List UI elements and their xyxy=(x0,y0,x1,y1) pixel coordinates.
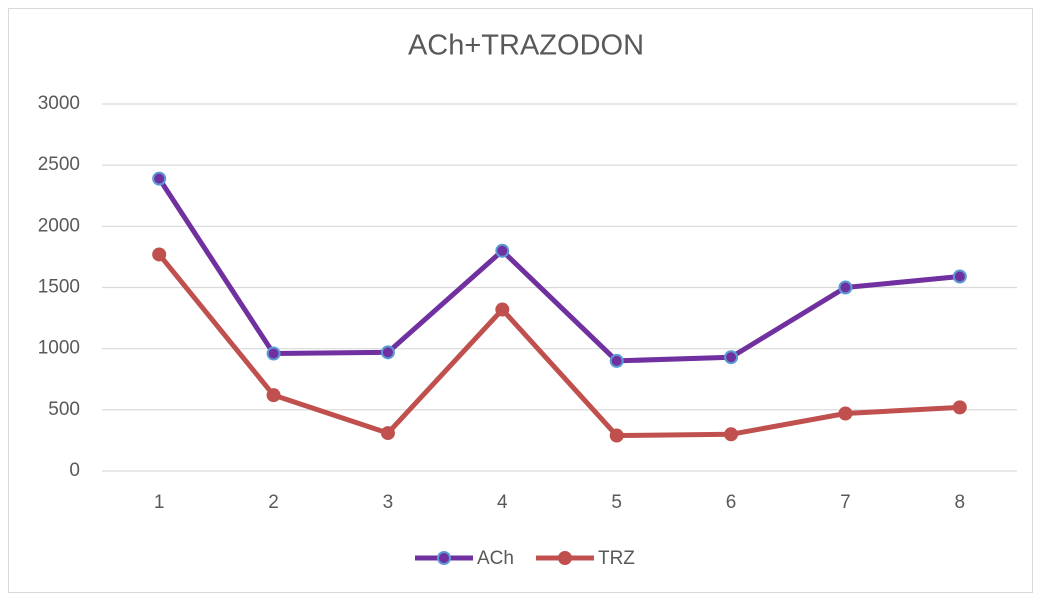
legend-label: ACh xyxy=(477,548,514,569)
series-line xyxy=(156,251,963,439)
y-tick-label: 1000 xyxy=(38,338,80,359)
marker xyxy=(266,346,281,361)
x-tick-label: 8 xyxy=(955,492,966,513)
marker xyxy=(380,426,395,441)
y-tick-label: 2000 xyxy=(38,215,80,236)
x-tick-label: 4 xyxy=(497,492,508,513)
y-tick-label: 1500 xyxy=(38,277,80,298)
marker xyxy=(609,353,624,368)
marker xyxy=(152,247,167,262)
legend-marker xyxy=(437,551,451,565)
marker xyxy=(952,400,967,415)
marker xyxy=(724,427,739,442)
marker xyxy=(380,345,395,360)
x-tick-label: 7 xyxy=(840,492,851,513)
marker xyxy=(266,388,281,403)
x-tick-label: 6 xyxy=(726,492,737,513)
y-tick-label: 0 xyxy=(69,460,80,481)
marker xyxy=(724,350,739,365)
marker xyxy=(609,428,624,443)
x-tick-label: 2 xyxy=(268,492,279,513)
legend-marker xyxy=(557,551,572,565)
series-line xyxy=(156,176,963,364)
y-tick-label: 3000 xyxy=(38,93,80,114)
y-tick-label: 500 xyxy=(48,399,80,420)
marker xyxy=(838,406,853,421)
marker xyxy=(952,269,967,284)
legend-label: TRZ xyxy=(598,548,635,569)
x-tick-label: 1 xyxy=(154,492,165,513)
y-tick-label: 2500 xyxy=(38,154,80,175)
chart-title: ACh+TRAZODON xyxy=(408,30,644,62)
x-tick-label: 3 xyxy=(383,492,394,513)
chart-border xyxy=(8,8,1033,593)
x-tick-label: 5 xyxy=(611,492,622,513)
marker xyxy=(495,302,510,317)
marker xyxy=(495,243,510,258)
marker xyxy=(838,280,853,295)
marker xyxy=(152,171,167,186)
